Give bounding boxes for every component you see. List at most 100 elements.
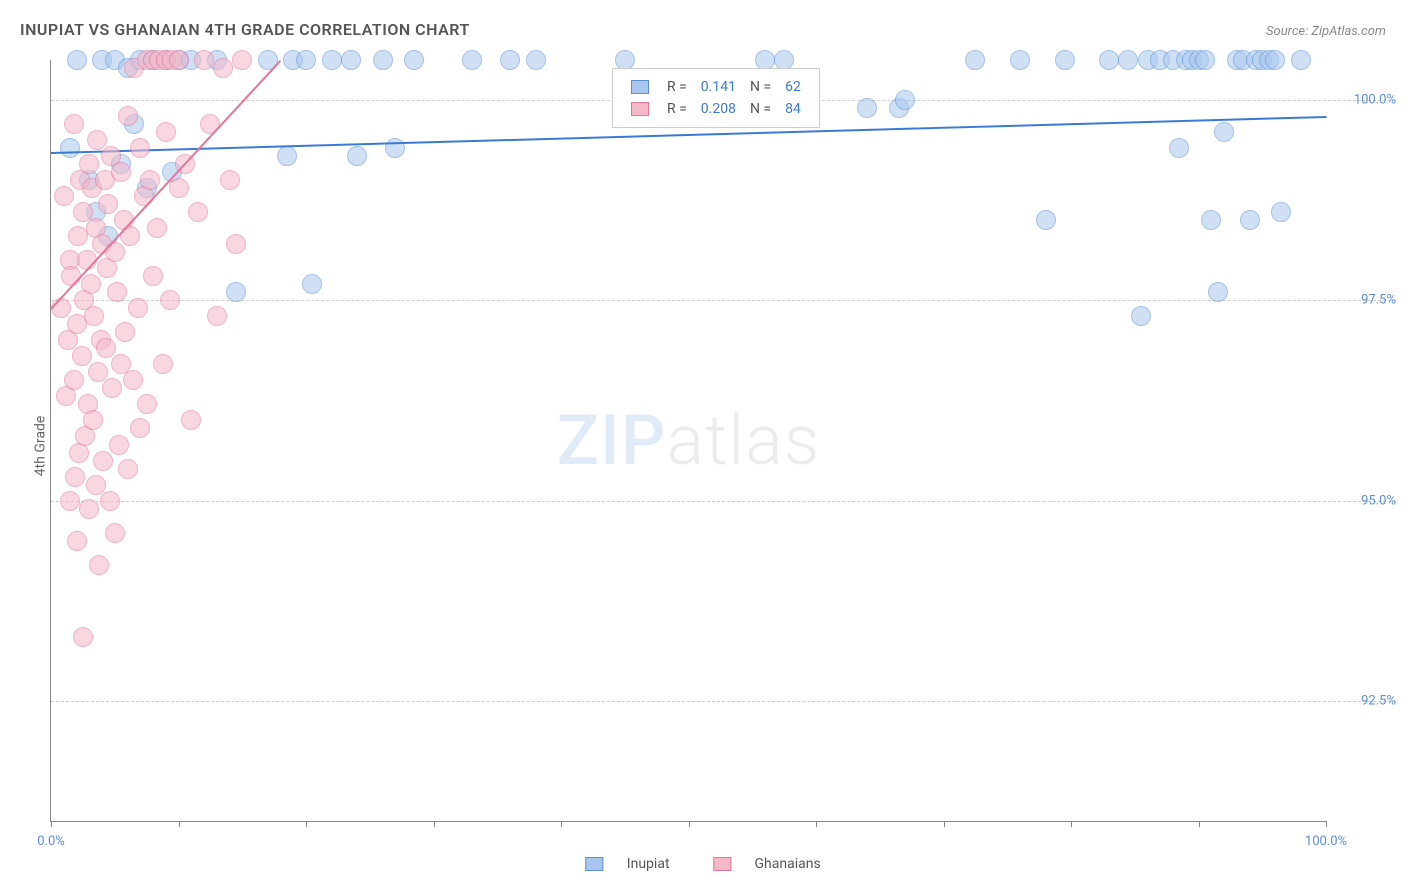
data-point <box>200 114 220 134</box>
data-point <box>1195 50 1215 70</box>
data-point <box>130 138 150 158</box>
data-point <box>130 418 150 438</box>
data-point <box>105 523 125 543</box>
data-point <box>1036 210 1056 230</box>
x-tick-label: 0.0% <box>37 834 65 849</box>
data-point <box>115 322 135 342</box>
data-point <box>109 435 129 455</box>
data-point <box>89 555 109 575</box>
data-point <box>181 410 201 430</box>
data-point <box>143 266 163 286</box>
data-point <box>500 50 520 70</box>
scatter-plot-area: ZIPatlas 92.5%95.0%97.5%100.0%0.0%100.0%… <box>50 60 1326 822</box>
stats-swatch <box>631 80 649 94</box>
series-legend: Inupiat Ghanaians <box>565 856 840 872</box>
data-point <box>1291 50 1311 70</box>
legend-label-ghanaians: Ghanaians <box>754 856 820 872</box>
data-point <box>73 627 93 647</box>
chart-title: INUPIAT VS GHANAIAN 4TH GRADE CORRELATIO… <box>20 20 470 39</box>
data-point <box>404 50 424 70</box>
x-tick-label: 100.0% <box>1305 834 1347 849</box>
data-point <box>1118 50 1138 70</box>
data-point <box>96 338 116 358</box>
data-point <box>965 50 985 70</box>
data-point <box>93 451 113 471</box>
data-point <box>341 50 361 70</box>
x-tick <box>561 821 562 827</box>
data-point <box>857 98 877 118</box>
data-point <box>64 370 84 390</box>
data-point <box>137 394 157 414</box>
data-point <box>213 58 233 78</box>
data-point <box>296 50 316 70</box>
data-point <box>1265 50 1285 70</box>
data-point <box>79 154 99 174</box>
gridline <box>51 300 1396 301</box>
data-point <box>128 298 148 318</box>
data-point <box>232 50 252 70</box>
x-tick <box>434 821 435 827</box>
data-point <box>156 122 176 142</box>
data-point <box>322 50 342 70</box>
data-point <box>1271 202 1291 222</box>
data-point <box>87 130 107 150</box>
data-point <box>88 362 108 382</box>
legend-label-inupiat: Inupiat <box>627 856 670 872</box>
data-point <box>302 274 322 294</box>
y-tick-label: 100.0% <box>1336 93 1396 108</box>
data-point <box>169 50 189 70</box>
data-point <box>86 475 106 495</box>
legend-item-ghanaians: Ghanaians <box>703 856 831 872</box>
data-point <box>1099 50 1119 70</box>
x-tick <box>1071 821 1072 827</box>
data-point <box>147 218 167 238</box>
data-point <box>51 298 71 318</box>
x-tick <box>1326 821 1327 827</box>
legend-item-inupiat: Inupiat <box>575 856 683 872</box>
data-point <box>347 146 367 166</box>
legend-swatch-inupiat <box>585 857 603 871</box>
data-point <box>1010 50 1030 70</box>
y-tick-label: 92.5% <box>1336 693 1396 708</box>
data-point <box>226 282 246 302</box>
data-point <box>65 467 85 487</box>
data-point <box>83 410 103 430</box>
data-point <box>118 106 138 126</box>
data-point <box>1131 306 1151 326</box>
data-point <box>102 378 122 398</box>
data-point <box>98 194 118 214</box>
watermark: ZIPatlas <box>557 400 821 482</box>
data-point <box>373 50 393 70</box>
data-point <box>1201 210 1221 230</box>
data-point <box>1169 138 1189 158</box>
x-tick <box>944 821 945 827</box>
x-tick <box>51 821 52 827</box>
data-point <box>194 50 214 70</box>
data-point <box>169 178 189 198</box>
data-point <box>111 162 131 182</box>
data-point <box>67 531 87 551</box>
data-point <box>1240 210 1260 230</box>
x-tick <box>1199 821 1200 827</box>
watermark-zip: ZIP <box>557 400 667 482</box>
data-point <box>220 170 240 190</box>
data-point <box>153 354 173 374</box>
gridline <box>51 501 1396 502</box>
data-point <box>81 274 101 294</box>
data-point <box>64 114 84 134</box>
data-point <box>462 50 482 70</box>
data-point <box>123 370 143 390</box>
data-point <box>140 170 160 190</box>
data-point <box>207 306 227 326</box>
data-point <box>79 499 99 519</box>
data-point <box>118 459 138 479</box>
data-point <box>188 202 208 222</box>
data-point <box>1208 282 1228 302</box>
data-point <box>54 186 74 206</box>
stats-legend: R =0.141N =62R =0.208N =84 <box>612 68 820 128</box>
y-axis-label: 4th Grade <box>32 416 48 477</box>
x-tick <box>306 821 307 827</box>
stats-swatch <box>631 102 649 116</box>
data-point <box>72 346 92 366</box>
data-point <box>107 282 127 302</box>
